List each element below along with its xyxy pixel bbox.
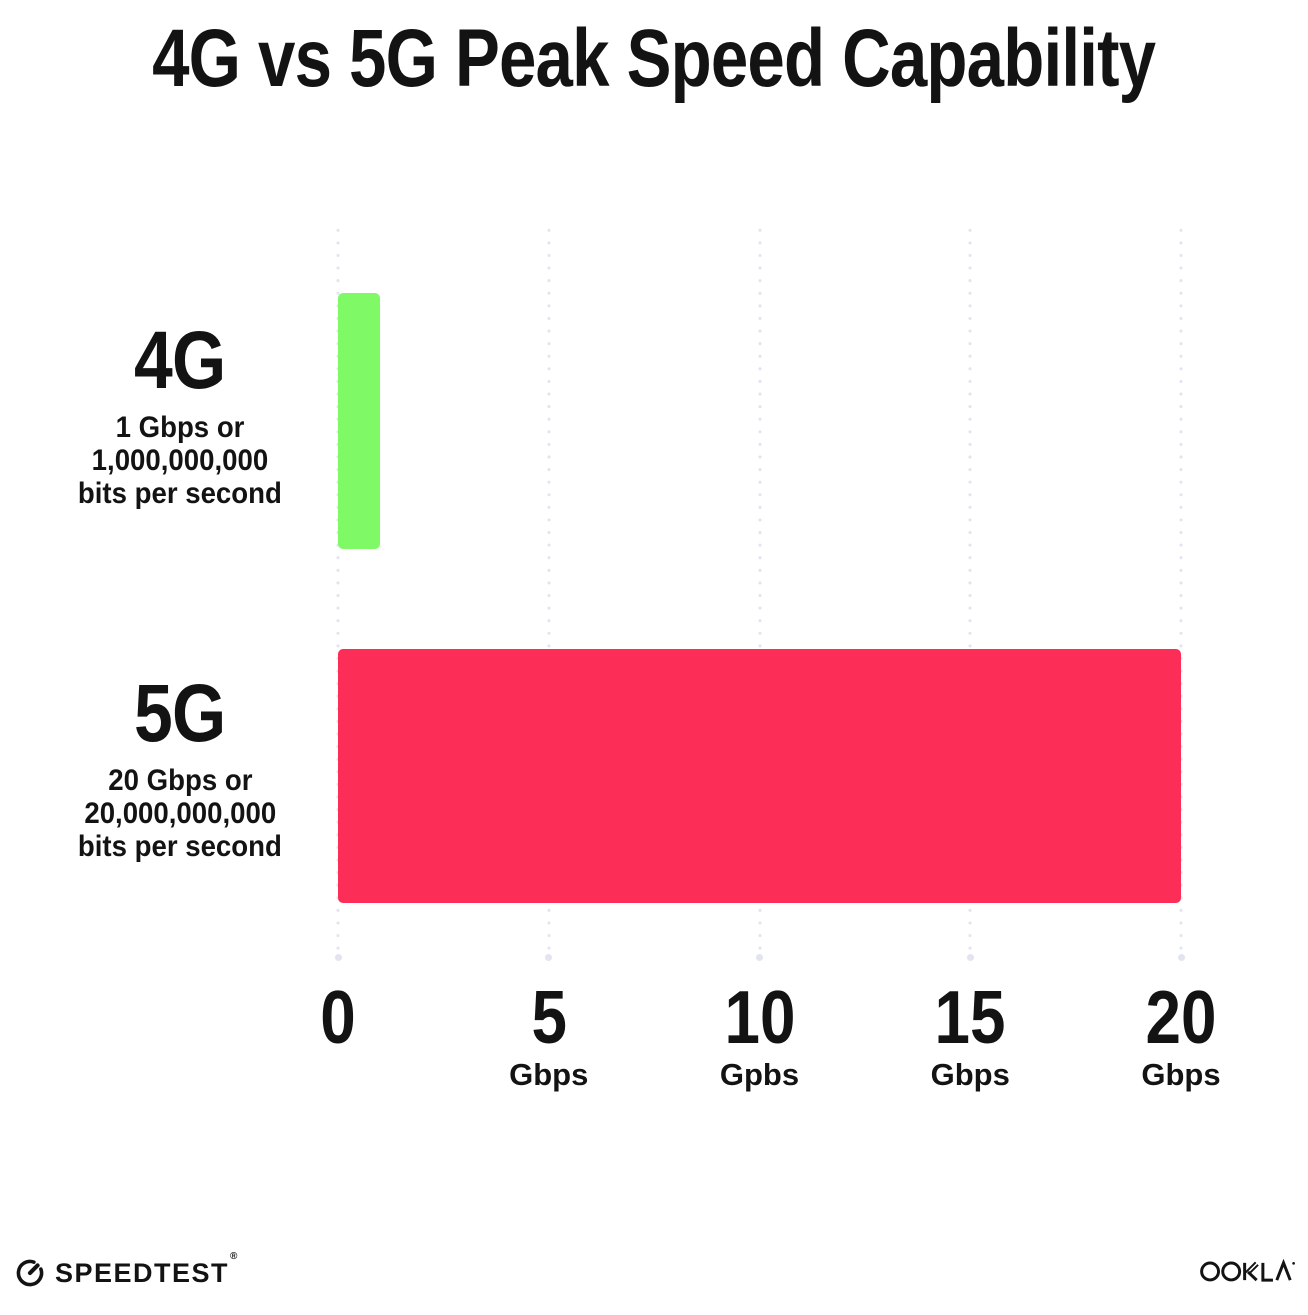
x-tick-5: 5 Gbps bbox=[509, 975, 589, 1092]
bar-5g bbox=[338, 649, 1181, 903]
row-label-5g: 5G 20 Gbps or 20,000,000,000 bits per se… bbox=[40, 673, 320, 864]
x-tick-5-unit: Gbps bbox=[509, 1057, 589, 1092]
plot-area bbox=[336, 224, 1183, 957]
row-subtext-4g: 1 Gbps or 1,000,000,000 bits per second bbox=[40, 411, 320, 510]
x-tick-15: 15 Gbps bbox=[929, 975, 1012, 1092]
speedtest-wordmark: SPEEDTEST® bbox=[55, 1250, 239, 1288]
x-tick-20-unit: Gbps bbox=[1141, 1057, 1221, 1092]
x-tick-10-unit: Gpbs bbox=[719, 1057, 800, 1092]
speedtest-trademark: ® bbox=[230, 1250, 239, 1262]
row-heading-5g-text: 5G bbox=[134, 668, 226, 759]
chart-title: 4G vs 5G Peak Speed Capability bbox=[0, 13, 1308, 104]
row-label-4g: 4G 1 Gbps or 1,000,000,000 bits per seco… bbox=[40, 320, 320, 511]
x-axis: 0 5 Gbps 10 Gpbs 15 Gbps 20 Gbps bbox=[320, 975, 1220, 1110]
speedometer-icon bbox=[16, 1259, 44, 1287]
row-heading-4g-text: 4G bbox=[134, 315, 226, 406]
row-5g-sub-line1: 20 Gbps or bbox=[107, 764, 253, 797]
x-tick-20: 20 Gbps bbox=[1139, 975, 1222, 1092]
ookla-logo bbox=[1200, 1257, 1296, 1290]
bar-4g bbox=[338, 293, 381, 549]
x-tick-10-value: 10 bbox=[724, 975, 795, 1059]
gridline-0 bbox=[336, 224, 340, 957]
row-5g-sub-line3: bits per second bbox=[78, 830, 282, 863]
x-tick-20-value: 20 bbox=[1145, 975, 1217, 1059]
gridline-20 bbox=[1179, 224, 1183, 957]
row-heading-4g: 4G bbox=[40, 320, 320, 402]
x-tick-5-value: 5 bbox=[531, 975, 567, 1059]
row-5g-sub-line2: 20,000,000,000 bbox=[84, 797, 276, 830]
x-tick-10: 10 Gpbs bbox=[718, 975, 801, 1092]
gridline-10 bbox=[758, 224, 761, 957]
row-4g-sub-line1: 1 Gbps or bbox=[115, 411, 245, 444]
speedtest-logo: SPEEDTEST® bbox=[14, 1250, 239, 1291]
gridline-5 bbox=[547, 224, 551, 957]
x-tick-15-unit: Gbps bbox=[930, 1057, 1010, 1092]
x-tick-15-value: 15 bbox=[934, 975, 1006, 1059]
x-tick-0: 0 bbox=[317, 980, 359, 1059]
row-subtext-5g: 20 Gbps or 20,000,000,000 bits per secon… bbox=[40, 764, 320, 863]
row-4g-sub-line3: bits per second bbox=[78, 477, 282, 510]
gridline-15 bbox=[968, 224, 972, 957]
row-heading-5g: 5G bbox=[40, 673, 320, 755]
row-4g-sub-line2: 1,000,000,000 bbox=[91, 444, 269, 477]
x-tick-0-value: 0 bbox=[320, 975, 356, 1059]
chart-title-text: 4G vs 5G Peak Speed Capability bbox=[152, 13, 1156, 104]
ookla-wordmark bbox=[1200, 1258, 1295, 1282]
